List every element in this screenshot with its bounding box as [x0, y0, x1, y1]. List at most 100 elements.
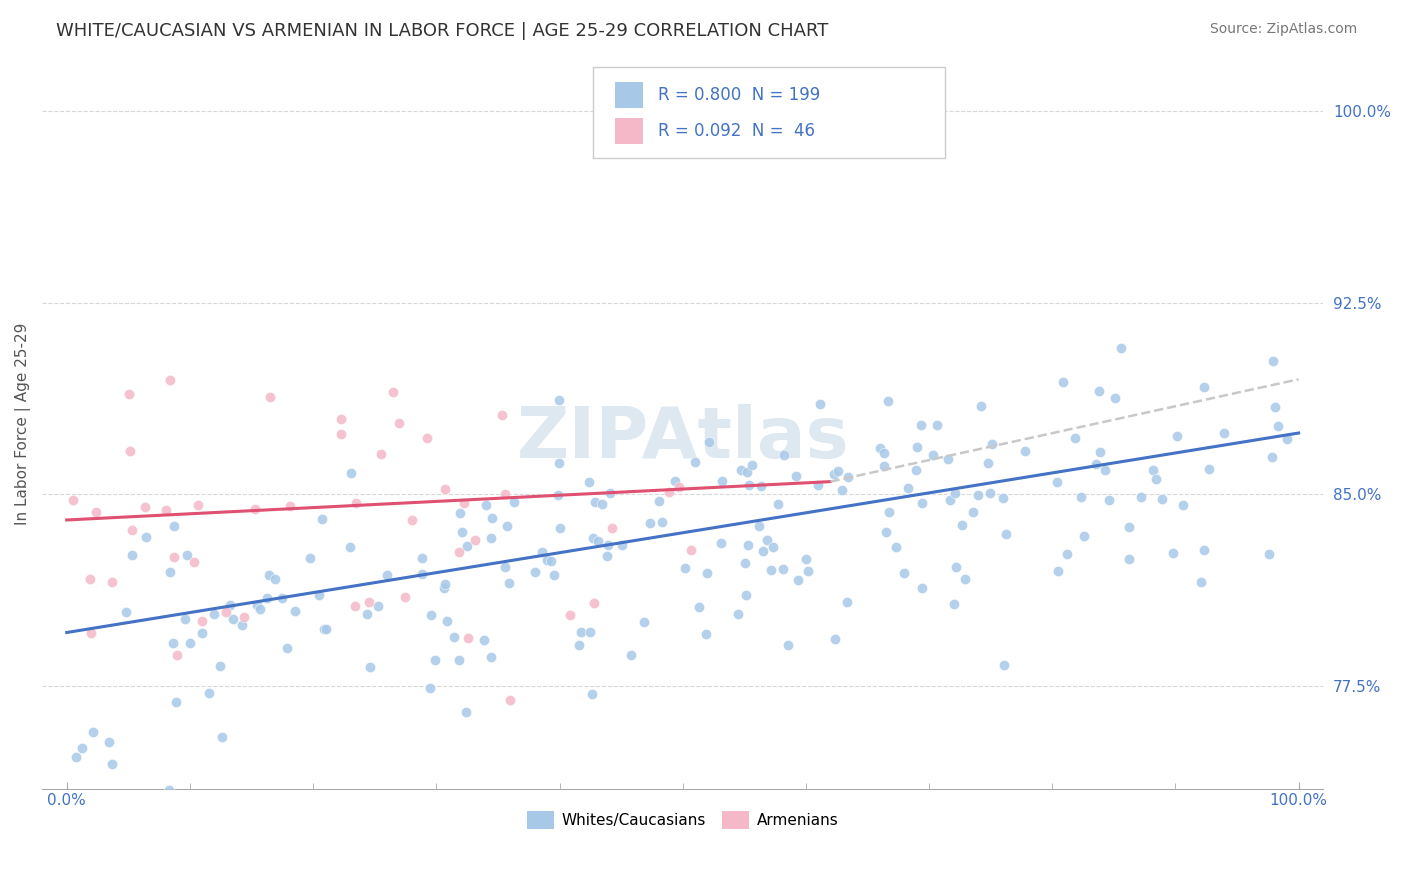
Point [1129, 490, 1152, 504]
Point [367, 599, 389, 614]
Point [1118, 552, 1140, 566]
Point [633, 615, 655, 629]
Point [135, 530, 157, 544]
Point [568, 638, 591, 652]
Point [174, 611, 197, 625]
Point [155, 502, 177, 516]
Text: R = 0.092  N =  46: R = 0.092 N = 46 [658, 122, 815, 140]
Point [579, 625, 602, 640]
Point [118, 386, 141, 401]
Point [911, 581, 934, 595]
Point [583, 494, 606, 508]
Point [620, 648, 643, 662]
Point [583, 596, 606, 610]
Point [710, 474, 733, 488]
Point [315, 622, 337, 636]
FancyBboxPatch shape [614, 82, 643, 108]
Point [443, 630, 465, 644]
Point [375, 568, 398, 582]
Point [837, 470, 859, 484]
Y-axis label: In Labor Force | Age 25-29: In Labor Force | Age 25-29 [15, 323, 31, 525]
Point [741, 458, 763, 473]
Point [869, 441, 891, 455]
Point [548, 456, 571, 470]
Point [547, 487, 569, 501]
Point [308, 588, 330, 602]
Point [498, 576, 520, 591]
Point [1267, 418, 1289, 433]
Point [1109, 341, 1132, 355]
Point [648, 493, 671, 508]
Point [190, 614, 212, 628]
Point [197, 686, 219, 700]
Point [596, 549, 619, 563]
Point [298, 550, 321, 565]
Text: R = 0.800  N = 199: R = 0.800 N = 199 [658, 87, 821, 104]
Point [449, 653, 471, 667]
Point [873, 458, 896, 473]
Point [877, 394, 900, 409]
Point [807, 477, 830, 491]
Point [980, 437, 1002, 451]
Point [447, 545, 470, 559]
Point [581, 687, 603, 701]
Point [927, 417, 949, 432]
Point [953, 572, 976, 586]
Point [491, 408, 513, 422]
Point [166, 695, 188, 709]
Point [1189, 575, 1212, 590]
Point [62, 493, 84, 508]
Point [1264, 401, 1286, 415]
Point [454, 705, 477, 719]
Point [356, 607, 378, 621]
Point [344, 599, 367, 613]
Point [1198, 462, 1220, 476]
Point [453, 496, 475, 510]
Text: WHITE/CAUCASIAN VS ARMENIAN IN LABOR FORCE | AGE 25-29 CORRELATION CHART: WHITE/CAUCASIAN VS ARMENIAN IN LABOR FOR… [56, 22, 828, 40]
Point [794, 552, 817, 566]
Point [599, 486, 621, 500]
Point [823, 467, 845, 482]
Point [1261, 354, 1284, 368]
Point [411, 566, 433, 581]
Point [734, 588, 756, 602]
Point [191, 625, 214, 640]
Point [776, 638, 799, 652]
Point [450, 525, 472, 540]
Point [695, 627, 717, 641]
Point [824, 632, 846, 647]
Point [943, 597, 966, 611]
Point [970, 400, 993, 414]
Point [256, 591, 278, 605]
Point [524, 565, 547, 579]
Point [259, 390, 281, 404]
Point [481, 511, 503, 525]
Point [884, 540, 907, 554]
Point [370, 448, 392, 462]
Point [433, 582, 456, 596]
Point [668, 479, 690, 493]
Point [134, 500, 156, 515]
Point [218, 598, 240, 612]
Point [249, 602, 271, 616]
Point [582, 531, 605, 545]
Point [411, 551, 433, 566]
Point [727, 607, 749, 621]
Point [540, 554, 562, 568]
Point [231, 618, 253, 632]
Point [115, 605, 138, 619]
Point [420, 607, 443, 622]
Point [101, 756, 124, 771]
Point [278, 499, 301, 513]
Point [1052, 375, 1074, 389]
Point [749, 479, 772, 493]
Point [423, 652, 446, 666]
Point [159, 565, 181, 579]
Point [1171, 498, 1194, 512]
Point [893, 566, 915, 580]
Point [1063, 431, 1085, 445]
Point [591, 498, 613, 512]
Point [1213, 425, 1236, 440]
Point [79, 626, 101, 640]
Point [991, 491, 1014, 506]
